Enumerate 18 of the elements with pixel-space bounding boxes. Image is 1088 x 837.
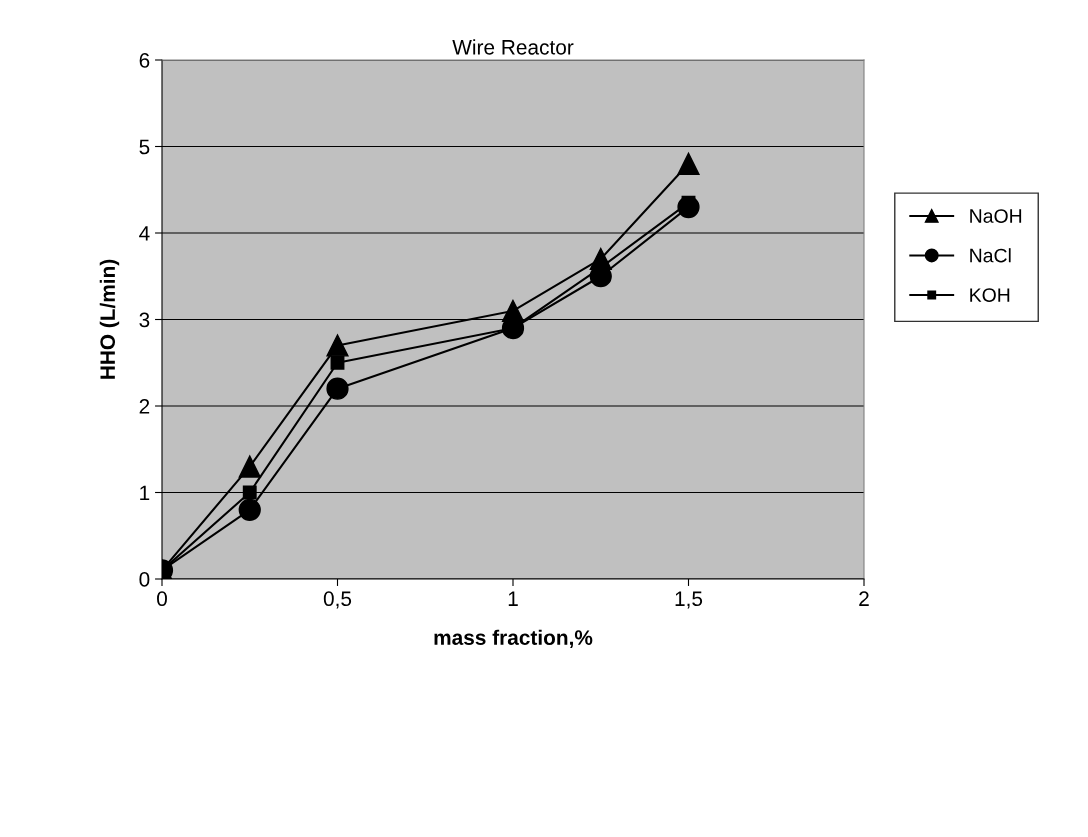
- legend-label: KOH: [970, 288, 1010, 302]
- y-tick-label: 1: [140, 485, 150, 501]
- y-tick-label: 4: [139, 226, 150, 241]
- x-tick-label: 1,5: [675, 591, 703, 609]
- legend-label: NaOH: [970, 209, 1022, 223]
- y-tick-label: 0: [139, 572, 150, 587]
- x-axis-title: mass fraction,%: [434, 629, 593, 648]
- y-tick-label: 2: [139, 399, 150, 414]
- y-tick-label: 6: [139, 53, 150, 68]
- chart-title: Wire Reactor: [452, 39, 574, 55]
- y-tick-label: 5: [139, 139, 150, 155]
- x-tick-label: 0: [157, 591, 167, 607]
- x-tick-label: 2: [859, 591, 869, 606]
- legend-label: NaCl: [970, 248, 1011, 263]
- y-axis-title: HHO (L/min): [99, 259, 120, 379]
- y-tick-label: 3: [139, 312, 150, 328]
- x-tick-label: 1: [508, 591, 518, 606]
- x-tick-label: 0,5: [323, 591, 352, 609]
